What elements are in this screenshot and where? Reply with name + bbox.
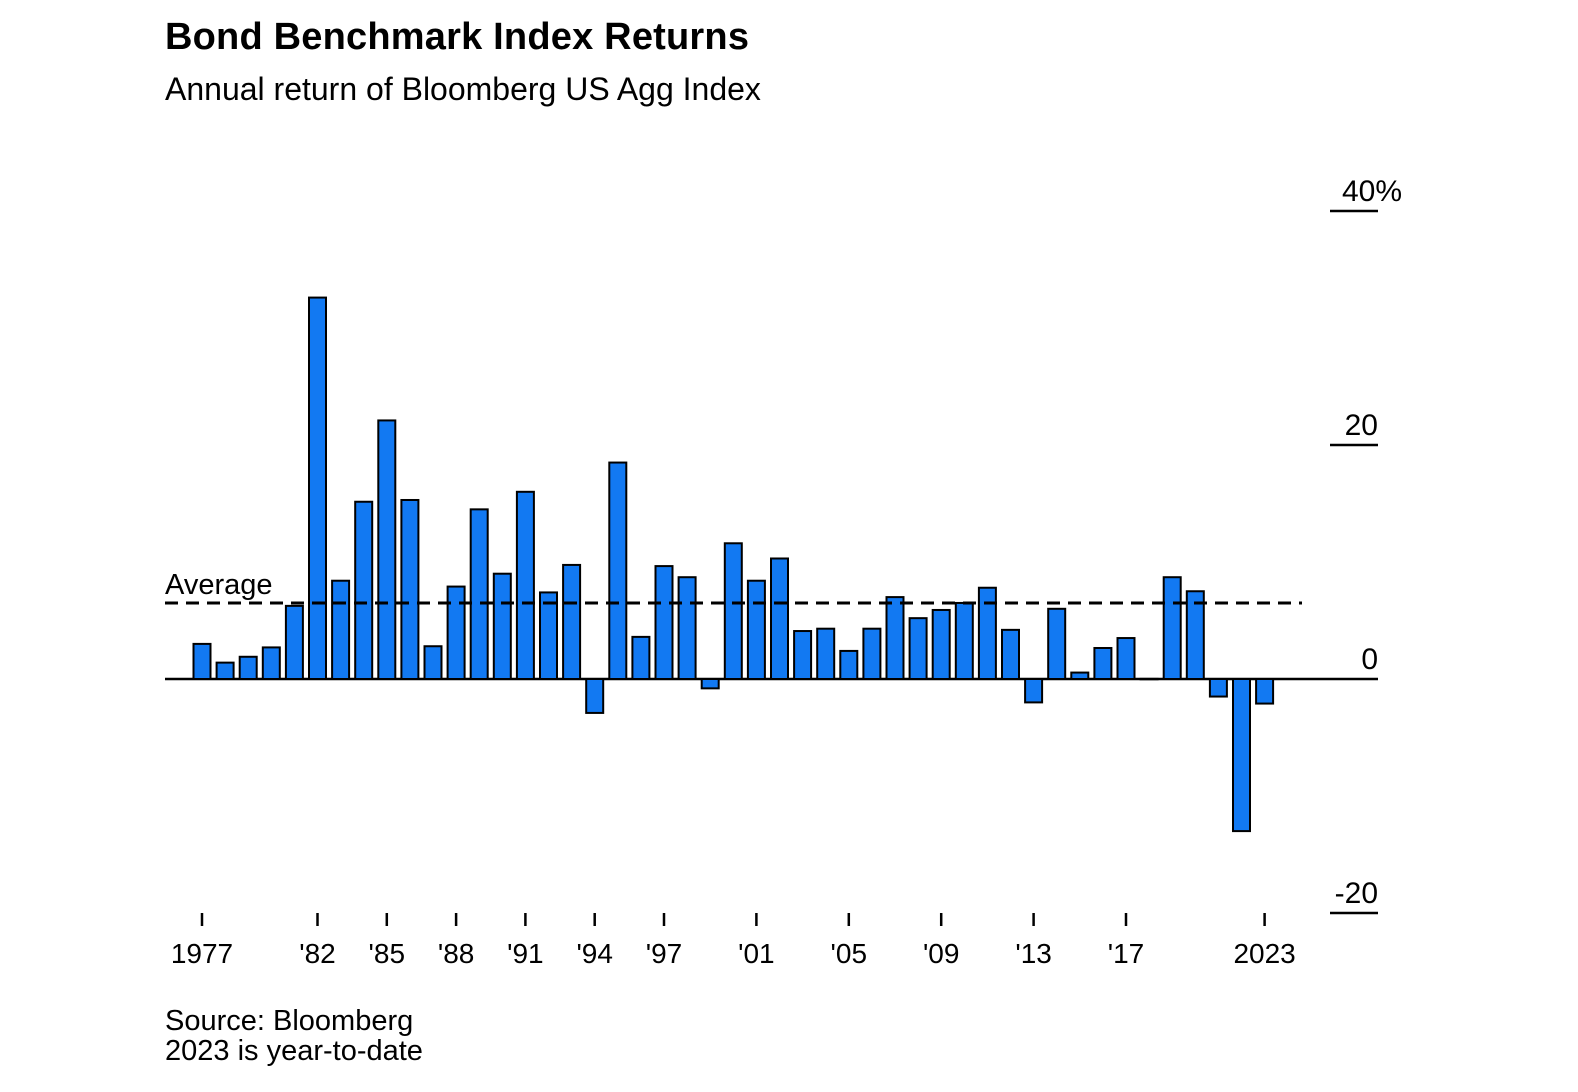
bar-2023: [1255, 678, 1275, 705]
footnote-block: Source: Bloomberg 2023 is year-to-date: [165, 1006, 423, 1066]
bar-1983: [331, 579, 351, 680]
chart-subtitle: Annual return of Bloomberg US Agg Index: [165, 71, 761, 107]
bar-2014: [1047, 607, 1067, 680]
bar-1996: [631, 635, 651, 681]
y-tick-label-20: 20: [1345, 409, 1378, 442]
bar-2016: [1093, 646, 1113, 680]
bar-2007: [885, 596, 905, 680]
bar-2013: [1024, 678, 1044, 704]
bar-2001: [746, 579, 766, 680]
bar-2006: [862, 627, 882, 681]
ytd-note-text: 2023 is year-to-date: [165, 1035, 423, 1067]
bar-2002: [770, 557, 789, 680]
bar-1981: [284, 604, 304, 680]
x-tick-label-1988: '88: [438, 938, 475, 969]
x-tick-label-1994: '94: [576, 938, 613, 969]
bar-1977: [192, 642, 212, 681]
bar-1994: [585, 678, 605, 714]
bar-2022: [1232, 678, 1251, 833]
x-tick-label-1997: '97: [646, 938, 683, 969]
bar-2011: [977, 586, 997, 680]
x-tick-label-1991: '91: [507, 938, 544, 969]
bar-2003: [793, 630, 813, 681]
bar-1992: [539, 591, 558, 680]
bar-2019: [1162, 576, 1182, 681]
bar-1990: [492, 572, 512, 681]
bar-1997: [654, 565, 674, 680]
chart-title: Bond Benchmark Index Returns: [165, 16, 750, 58]
bar-1998: [677, 576, 697, 681]
bar-2017: [1116, 637, 1136, 680]
y-tick-label--20: -20: [1335, 877, 1378, 910]
bar-2021: [1208, 678, 1228, 698]
bar-2008: [908, 617, 928, 680]
bar-2000: [723, 542, 743, 681]
average-label: Average: [165, 569, 273, 601]
x-tick-label-2009: '09: [923, 938, 960, 969]
bar-1979: [238, 655, 258, 681]
bar-1988: [446, 585, 466, 681]
bar-1999: [700, 678, 720, 690]
bar-2005: [839, 649, 859, 680]
bar-2020: [1185, 590, 1205, 680]
bar-2015: [1070, 671, 1090, 681]
x-tick-label-2005: '05: [831, 938, 868, 969]
bar-1978: [215, 661, 235, 680]
x-tick-label-1982: '82: [299, 938, 336, 969]
y-tick-label-40: 40%: [1342, 175, 1402, 208]
x-tick-label-2023: 2023: [1233, 938, 1295, 969]
source-text: Source: Bloomberg: [165, 1005, 414, 1037]
bar-2010: [954, 601, 974, 681]
bar-1982: [308, 296, 327, 680]
bar-1987: [423, 645, 443, 680]
y-tick-label-0: 0: [1361, 643, 1378, 676]
bar-1986: [400, 498, 420, 680]
x-tick-label-1985: '85: [369, 938, 406, 969]
bar-1991: [515, 490, 535, 680]
bar-1995: [608, 461, 628, 680]
x-tick-label-2017: '17: [1108, 938, 1145, 969]
x-tick-label-2013: '13: [1015, 938, 1052, 969]
bar-1980: [261, 646, 281, 680]
x-tick-label-2001: '01: [738, 938, 775, 969]
bar-1993: [562, 563, 582, 680]
bar-2012: [1001, 628, 1020, 680]
bar-1989: [469, 508, 489, 680]
bar-1984: [354, 500, 374, 680]
x-tick-label-1977: 1977: [171, 938, 233, 969]
bar-2009: [931, 608, 951, 680]
bar-1985: [377, 419, 397, 680]
bar-2004: [816, 627, 836, 681]
